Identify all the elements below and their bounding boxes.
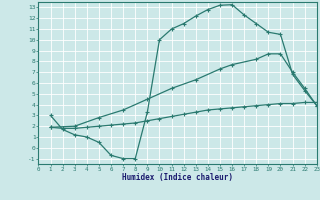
X-axis label: Humidex (Indice chaleur): Humidex (Indice chaleur) <box>122 173 233 182</box>
